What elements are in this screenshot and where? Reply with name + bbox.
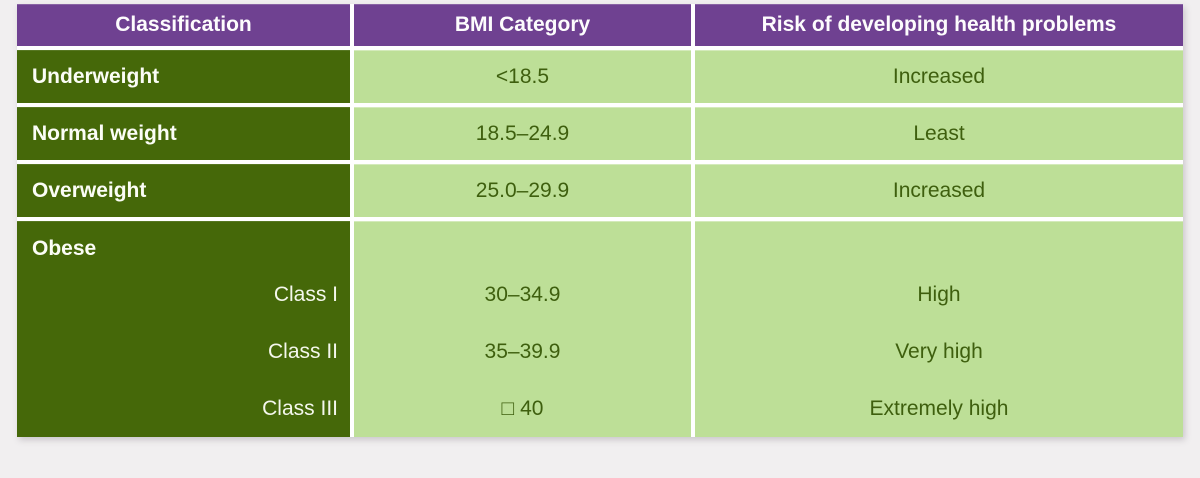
row-underweight-bmi: <18.5 — [354, 50, 691, 103]
obese-group-label: Obese — [32, 237, 97, 260]
header-classification: Classification — [17, 4, 350, 46]
obese-class-3-label: Class III — [262, 396, 338, 420]
obese-class-3-bmi: □ 40 — [501, 396, 544, 420]
obese-class-3-risk: Extremely high — [869, 396, 1009, 420]
obese-class-2-risk: Very high — [895, 339, 983, 363]
obese-class-2-label: Class II — [267, 339, 338, 363]
row-overweight-bmi: 25.0–29.9 — [354, 164, 691, 217]
obese-risk-spacer — [870, 221, 1009, 267]
row-overweight-risk: Increased — [695, 164, 1183, 217]
obese-risk-cell: High Very high Extremely high — [695, 221, 1183, 437]
row-normal-weight-bmi: 18.5–24.9 — [354, 107, 691, 160]
bmi-classification-table: Classification BMI Category Risk of deve… — [17, 4, 1183, 437]
row-underweight-risk: Increased — [695, 50, 1183, 103]
obese-bmi-cell: 30–34.9 35–39.9 □ 40 — [354, 221, 691, 437]
header-risk: Risk of developing health problems — [695, 4, 1183, 46]
row-underweight-label: Underweight — [17, 50, 350, 103]
obese-bmi-spacer — [485, 221, 561, 267]
row-normal-weight-label: Normal weight — [17, 107, 350, 160]
header-bmi-category: BMI Category — [354, 4, 691, 46]
obese-class-2-bmi: 35–39.9 — [484, 339, 561, 363]
row-obese-label-cell: Obese Class I Class II Class III — [17, 221, 350, 437]
row-normal-weight-risk: Least — [695, 107, 1183, 160]
obese-class-1-label: Class I — [273, 283, 338, 307]
row-overweight-label: Overweight — [17, 164, 350, 217]
obese-class-1-risk: High — [917, 283, 961, 307]
obese-class-1-bmi: 30–34.9 — [484, 283, 561, 307]
